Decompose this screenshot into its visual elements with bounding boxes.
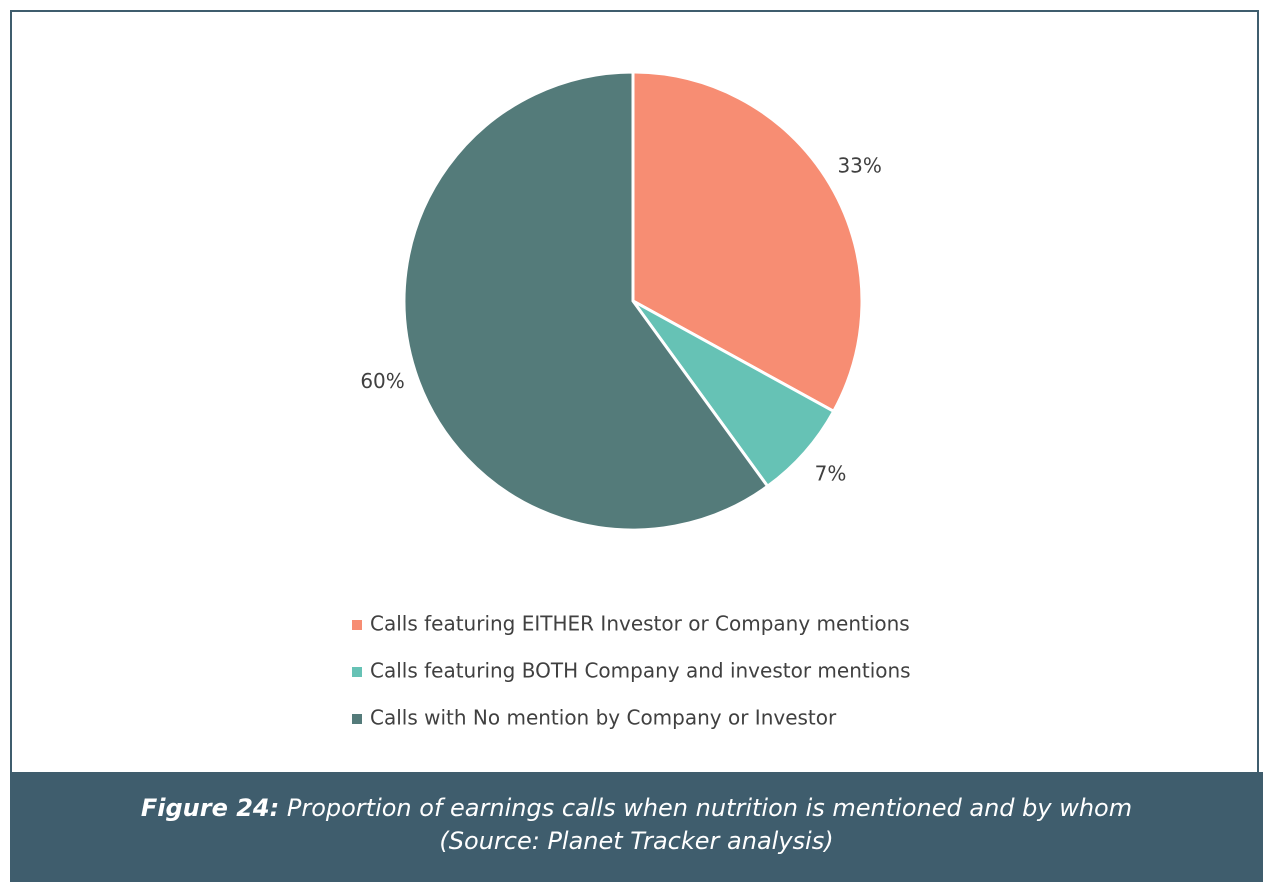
legend-swatch — [352, 714, 362, 724]
caption-text: Proportion of earnings calls when nutrit… — [286, 794, 1133, 822]
legend-swatch — [352, 620, 362, 630]
data-label: 7% — [815, 462, 847, 486]
caption-line: Figure 24: Proportion of earnings calls … — [10, 792, 1263, 825]
data-label: 33% — [837, 153, 881, 177]
pie-slice — [402, 70, 770, 532]
frame — [10, 10, 1259, 880]
legend-label: Calls featuring EITHER Investor or Compa… — [370, 612, 910, 636]
caption-label: Figure 24: — [140, 794, 280, 822]
caption-source: (Source: Planet Tracker analysis) — [439, 827, 834, 855]
legend-label: Calls featuring BOTH Company and investo… — [370, 659, 911, 683]
legend-swatch — [352, 667, 362, 677]
data-label: 60% — [360, 369, 404, 393]
pie-slice — [631, 70, 864, 414]
chart: 33% 7% 60% Calls featuring EITHER Investor … — [352, 70, 911, 730]
caption: Figure 24: Proportion of earnings calls … — [10, 772, 1263, 882]
legend-label: Calls with No mention by Company or Inve… — [370, 706, 837, 730]
